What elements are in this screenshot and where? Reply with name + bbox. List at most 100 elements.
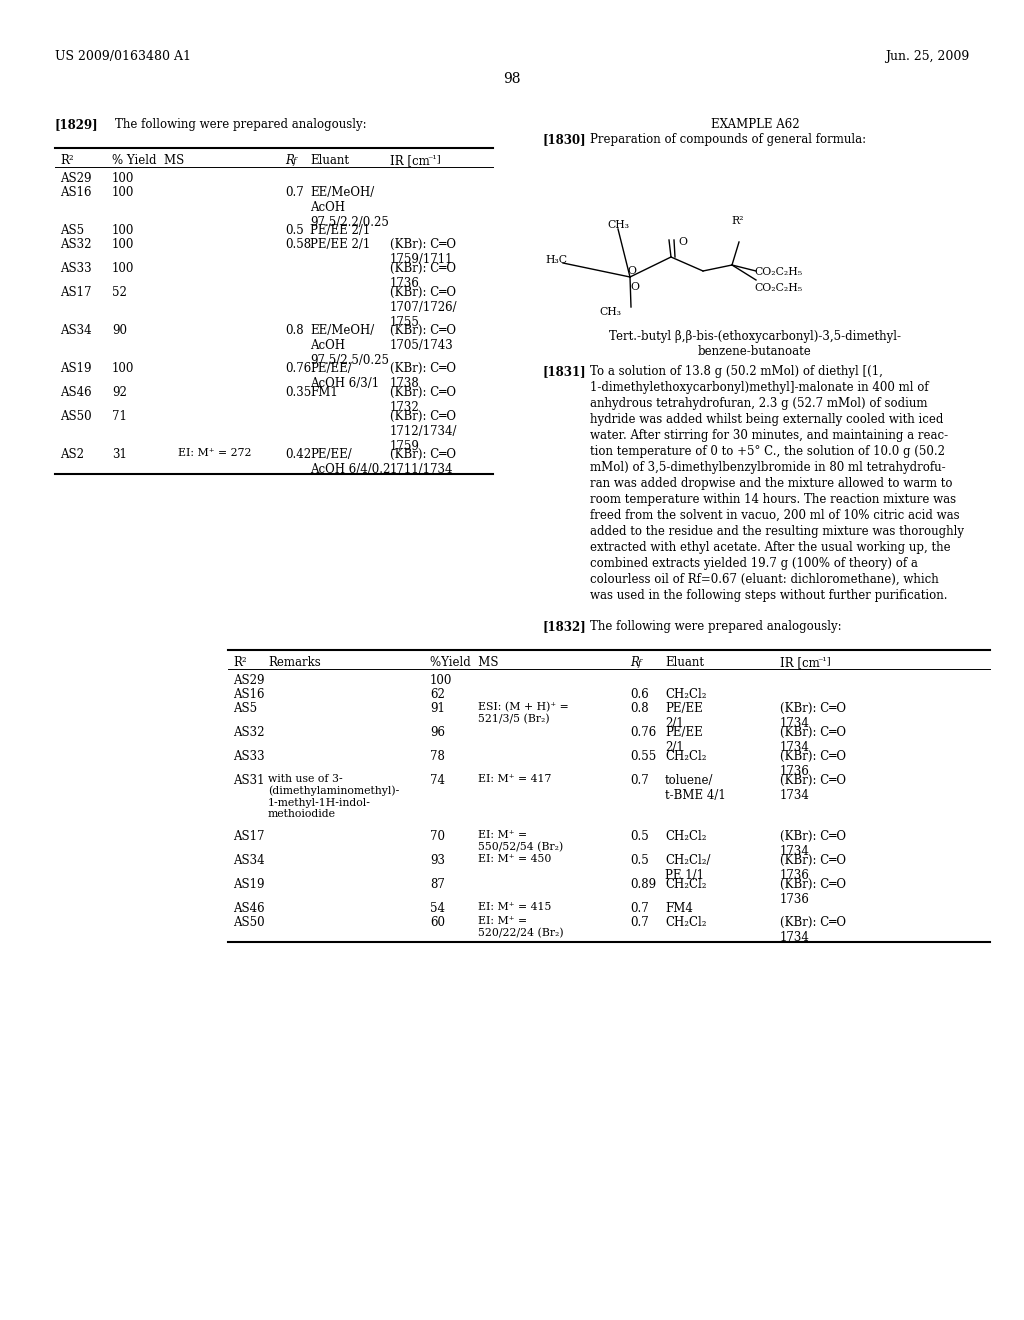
Text: (KBr): C═O
1736: (KBr): C═O 1736 (780, 750, 846, 777)
Text: AS17: AS17 (60, 286, 91, 300)
Text: with use of 3-
(dimethylaminomethyl)-
1-methyl-1H-indol-
methoiodide: with use of 3- (dimethylaminomethyl)- 1-… (268, 774, 399, 820)
Text: 87: 87 (430, 878, 444, 891)
Text: 0.7: 0.7 (630, 902, 649, 915)
Text: AS5: AS5 (60, 224, 84, 238)
Text: AS29: AS29 (60, 172, 91, 185)
Text: EE/MeOH/
AcOH
97.5/2.2/0.25: EE/MeOH/ AcOH 97.5/2.2/0.25 (310, 186, 389, 228)
Text: 70: 70 (430, 830, 445, 843)
Text: EI: M⁺ =
520/22/24 (Br₂): EI: M⁺ = 520/22/24 (Br₂) (478, 916, 563, 939)
Text: FM1: FM1 (310, 385, 338, 399)
Text: 0.8: 0.8 (630, 702, 648, 715)
Text: EI: M⁺ = 415: EI: M⁺ = 415 (478, 902, 551, 912)
Text: AS34: AS34 (60, 323, 91, 337)
Text: (KBr): C═O
1712/1734/
1759: (KBr): C═O 1712/1734/ 1759 (390, 411, 458, 453)
Text: 0.58: 0.58 (285, 238, 311, 251)
Text: 96: 96 (430, 726, 445, 739)
Text: Preparation of compounds of general formula:: Preparation of compounds of general form… (590, 133, 866, 147)
Text: (KBr): C═O
1707/1726/
1755: (KBr): C═O 1707/1726/ 1755 (390, 286, 458, 329)
Text: %Yield  MS: %Yield MS (430, 656, 499, 669)
Text: (KBr): C═O
1759/1711: (KBr): C═O 1759/1711 (390, 238, 456, 267)
Text: H₃C: H₃C (545, 255, 567, 265)
Text: EI: M⁺ =
550/52/54 (Br₂): EI: M⁺ = 550/52/54 (Br₂) (478, 830, 563, 851)
Text: 100: 100 (430, 675, 453, 686)
Text: toluene/
t-BME 4/1: toluene/ t-BME 4/1 (665, 774, 726, 803)
Text: 98: 98 (503, 73, 521, 86)
Text: 0.42: 0.42 (285, 447, 311, 461)
Text: [1829]: [1829] (55, 117, 98, 131)
Text: (KBr): C═O
1738: (KBr): C═O 1738 (390, 362, 456, 389)
Text: IR [cm: IR [cm (390, 154, 430, 168)
Text: R: R (285, 154, 294, 168)
Text: ⁻¹]: ⁻¹] (427, 154, 440, 162)
Text: 52: 52 (112, 286, 127, 300)
Text: (KBr): C═O
1711/1734: (KBr): C═O 1711/1734 (390, 447, 456, 477)
Text: 60: 60 (430, 916, 445, 929)
Text: 0.89: 0.89 (630, 878, 656, 891)
Text: AS19: AS19 (60, 362, 91, 375)
Text: 0.7: 0.7 (630, 774, 649, 787)
Text: [1832]: [1832] (542, 620, 586, 634)
Text: Remarks: Remarks (268, 656, 321, 669)
Text: 100: 100 (112, 261, 134, 275)
Text: PE/EE
2/1: PE/EE 2/1 (665, 702, 702, 730)
Text: Eluant: Eluant (310, 154, 349, 168)
Text: EXAMPLE A62: EXAMPLE A62 (711, 117, 800, 131)
Text: R: R (630, 656, 639, 669)
Text: 0.5: 0.5 (630, 854, 649, 867)
Text: AS32: AS32 (60, 238, 91, 251)
Text: AS19: AS19 (233, 878, 264, 891)
Text: (KBr): C═O
1736: (KBr): C═O 1736 (780, 854, 846, 882)
Text: (KBr): C═O
1734: (KBr): C═O 1734 (780, 774, 846, 803)
Text: 100: 100 (112, 224, 134, 238)
Text: PE/EE/
AcOH 6/4/0.2: PE/EE/ AcOH 6/4/0.2 (310, 447, 390, 477)
Text: (KBr): C═O
1734: (KBr): C═O 1734 (780, 916, 846, 944)
Text: AS33: AS33 (233, 750, 264, 763)
Text: O: O (627, 267, 636, 276)
Text: R²: R² (60, 154, 74, 168)
Text: AS17: AS17 (233, 830, 264, 843)
Text: CO₂C₂H₅: CO₂C₂H₅ (754, 267, 802, 277)
Text: (KBr): C═O
1736: (KBr): C═O 1736 (780, 878, 846, 906)
Text: PE/EE 2/1: PE/EE 2/1 (310, 224, 371, 238)
Text: 90: 90 (112, 323, 127, 337)
Text: AS33: AS33 (60, 261, 91, 275)
Text: PE/EE 2/1: PE/EE 2/1 (310, 238, 371, 251)
Text: 0.5: 0.5 (285, 224, 304, 238)
Text: PE/EE
2/1: PE/EE 2/1 (665, 726, 702, 754)
Text: 0.55: 0.55 (630, 750, 656, 763)
Text: 54: 54 (430, 902, 445, 915)
Text: 92: 92 (112, 385, 127, 399)
Text: (KBr): C═O
1734: (KBr): C═O 1734 (780, 726, 846, 754)
Text: O: O (630, 282, 639, 292)
Text: R²: R² (233, 656, 247, 669)
Text: 0.6: 0.6 (630, 688, 649, 701)
Text: AS2: AS2 (60, 447, 84, 461)
Text: [1831]: [1831] (542, 366, 586, 378)
Text: US 2009/0163480 A1: US 2009/0163480 A1 (55, 50, 191, 63)
Text: 100: 100 (112, 362, 134, 375)
Text: Tert.-butyl β,β-bis-(ethoxycarbonyl)-3,5-dimethyl-
benzene-butanoate: Tert.-butyl β,β-bis-(ethoxycarbonyl)-3,5… (609, 330, 901, 358)
Text: 71: 71 (112, 411, 127, 422)
Text: Jun. 25, 2009: Jun. 25, 2009 (885, 50, 969, 63)
Text: CH₂Cl₂: CH₂Cl₂ (665, 830, 707, 843)
Text: 0.7: 0.7 (630, 916, 649, 929)
Text: PE/EE/
AcOH 6/3/1: PE/EE/ AcOH 6/3/1 (310, 362, 379, 389)
Text: 93: 93 (430, 854, 445, 867)
Text: The following were prepared analogously:: The following were prepared analogously: (590, 620, 842, 634)
Text: 31: 31 (112, 447, 127, 461)
Text: 0.5: 0.5 (630, 830, 649, 843)
Text: f: f (638, 659, 641, 668)
Text: CH₂Cl₂: CH₂Cl₂ (665, 688, 707, 701)
Text: AS5: AS5 (233, 702, 257, 715)
Text: 100: 100 (112, 186, 134, 199)
Text: CH₃: CH₃ (599, 308, 621, 317)
Text: 62: 62 (430, 688, 444, 701)
Text: AS46: AS46 (60, 385, 91, 399)
Text: 0.35: 0.35 (285, 385, 311, 399)
Text: AS16: AS16 (60, 186, 91, 199)
Text: 91: 91 (430, 702, 444, 715)
Text: AS50: AS50 (60, 411, 91, 422)
Text: 100: 100 (112, 238, 134, 251)
Text: R²: R² (731, 216, 743, 226)
Text: ⁻¹]: ⁻¹] (817, 656, 830, 665)
